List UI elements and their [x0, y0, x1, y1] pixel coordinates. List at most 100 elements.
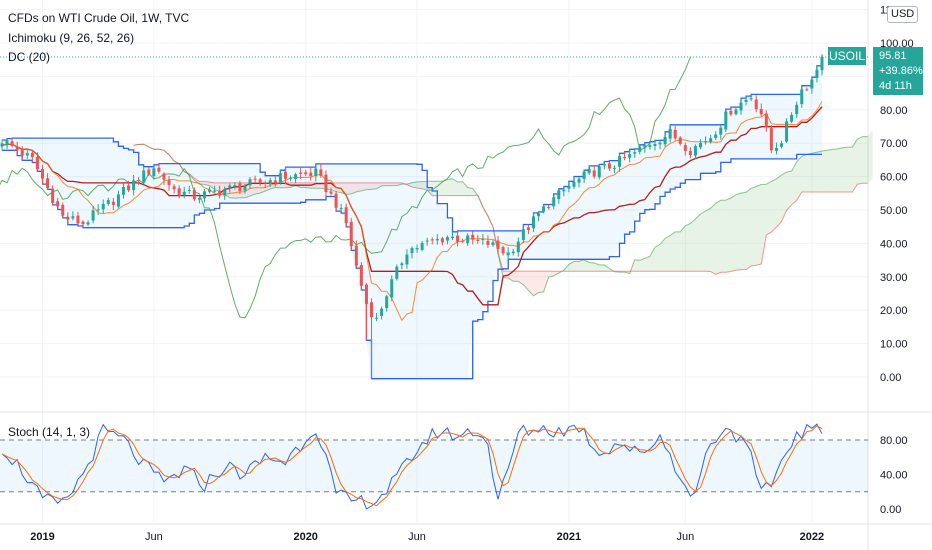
candle-body — [258, 179, 262, 183]
candle-body — [491, 242, 495, 246]
cloud-segment — [594, 262, 600, 272]
candle — [810, 77, 814, 94]
candle — [81, 220, 85, 228]
stoch-tick-label: 40.00 — [880, 470, 908, 482]
candle — [526, 224, 530, 235]
cloud-segment — [214, 182, 220, 192]
candle-body — [537, 213, 541, 217]
candle — [147, 167, 151, 177]
cloud-segment — [771, 178, 777, 233]
candle-body — [390, 279, 394, 298]
candle-body — [299, 172, 303, 174]
candle-body — [187, 190, 191, 192]
candle-body — [405, 254, 409, 265]
candle — [476, 234, 480, 244]
candle-body — [172, 186, 176, 190]
cloud-segment — [710, 203, 716, 275]
candle-body — [375, 317, 379, 319]
candle — [688, 147, 692, 159]
candle — [633, 148, 637, 158]
candle — [51, 185, 55, 205]
candle-body — [0, 143, 4, 147]
candle-body — [800, 89, 804, 105]
cloud-segment — [255, 182, 261, 195]
price-tick-label: 60.00 — [880, 172, 908, 184]
candle — [299, 167, 303, 179]
price-tick-label: 40.00 — [880, 238, 908, 250]
candle-body — [597, 166, 601, 178]
candle — [243, 184, 247, 194]
candle-body — [516, 241, 520, 253]
candle-body — [167, 180, 171, 186]
candle — [385, 294, 389, 312]
bar-countdown: 4d 11h — [879, 80, 912, 92]
candle-body — [294, 174, 298, 179]
cloud-segment — [781, 172, 787, 222]
candle — [304, 169, 308, 177]
candle-body — [461, 240, 465, 242]
candle-body — [101, 203, 105, 210]
candle — [557, 188, 561, 204]
candle — [71, 211, 75, 221]
candle-body — [805, 89, 809, 91]
candle — [537, 211, 541, 222]
candle — [5, 138, 9, 150]
candle-body — [15, 146, 19, 151]
candle — [693, 144, 697, 159]
candle-body — [218, 190, 222, 196]
candle-body — [693, 146, 697, 156]
candle-body — [430, 239, 434, 241]
grid-lines — [0, 0, 868, 522]
candle-body — [790, 114, 794, 122]
candle-body — [127, 185, 131, 191]
cloud-segment — [801, 154, 807, 193]
cloud-segment — [786, 171, 792, 211]
candle-body — [749, 98, 753, 100]
candle-body — [228, 185, 232, 189]
cloud-segment — [447, 178, 453, 196]
candle-body — [106, 200, 110, 204]
candle — [25, 148, 29, 159]
candle — [197, 195, 201, 204]
candle — [248, 176, 252, 189]
candle-body — [289, 177, 293, 179]
candle — [643, 142, 647, 153]
ticker-badge: USOIL — [828, 47, 866, 65]
candle-body — [435, 238, 439, 241]
candle-body — [552, 197, 556, 207]
candle-body — [91, 210, 95, 221]
candle-body — [324, 174, 328, 193]
candle — [658, 140, 662, 150]
cloud-segment — [391, 182, 397, 186]
candle — [501, 245, 505, 256]
candle — [86, 220, 90, 226]
candle-body — [147, 169, 151, 175]
candle-body — [688, 150, 692, 156]
candle — [0, 139, 4, 151]
cloud-segment — [346, 182, 352, 195]
candle-body — [385, 296, 389, 308]
candle — [334, 190, 338, 212]
candle — [683, 142, 687, 156]
candle-body — [456, 235, 460, 242]
candle-body — [744, 99, 748, 102]
cloud-segment — [796, 156, 802, 201]
cloud-segment — [867, 129, 873, 184]
donchian-lower-line — [2, 149, 822, 380]
candle-body — [709, 138, 713, 143]
cloud-segment — [533, 271, 539, 296]
stoch-tick-label: 80.00 — [880, 435, 908, 447]
cloud-segment — [862, 136, 868, 184]
candle — [192, 187, 196, 202]
leading-span-a-line — [133, 136, 868, 297]
candle — [395, 264, 399, 281]
candle — [364, 283, 368, 341]
candle — [253, 175, 257, 184]
candle-body — [719, 127, 723, 135]
candle-body — [329, 191, 333, 194]
currency-selector[interactable]: USD — [887, 6, 919, 23]
candle — [577, 177, 581, 188]
candle — [400, 261, 404, 270]
candle-body — [71, 216, 75, 219]
